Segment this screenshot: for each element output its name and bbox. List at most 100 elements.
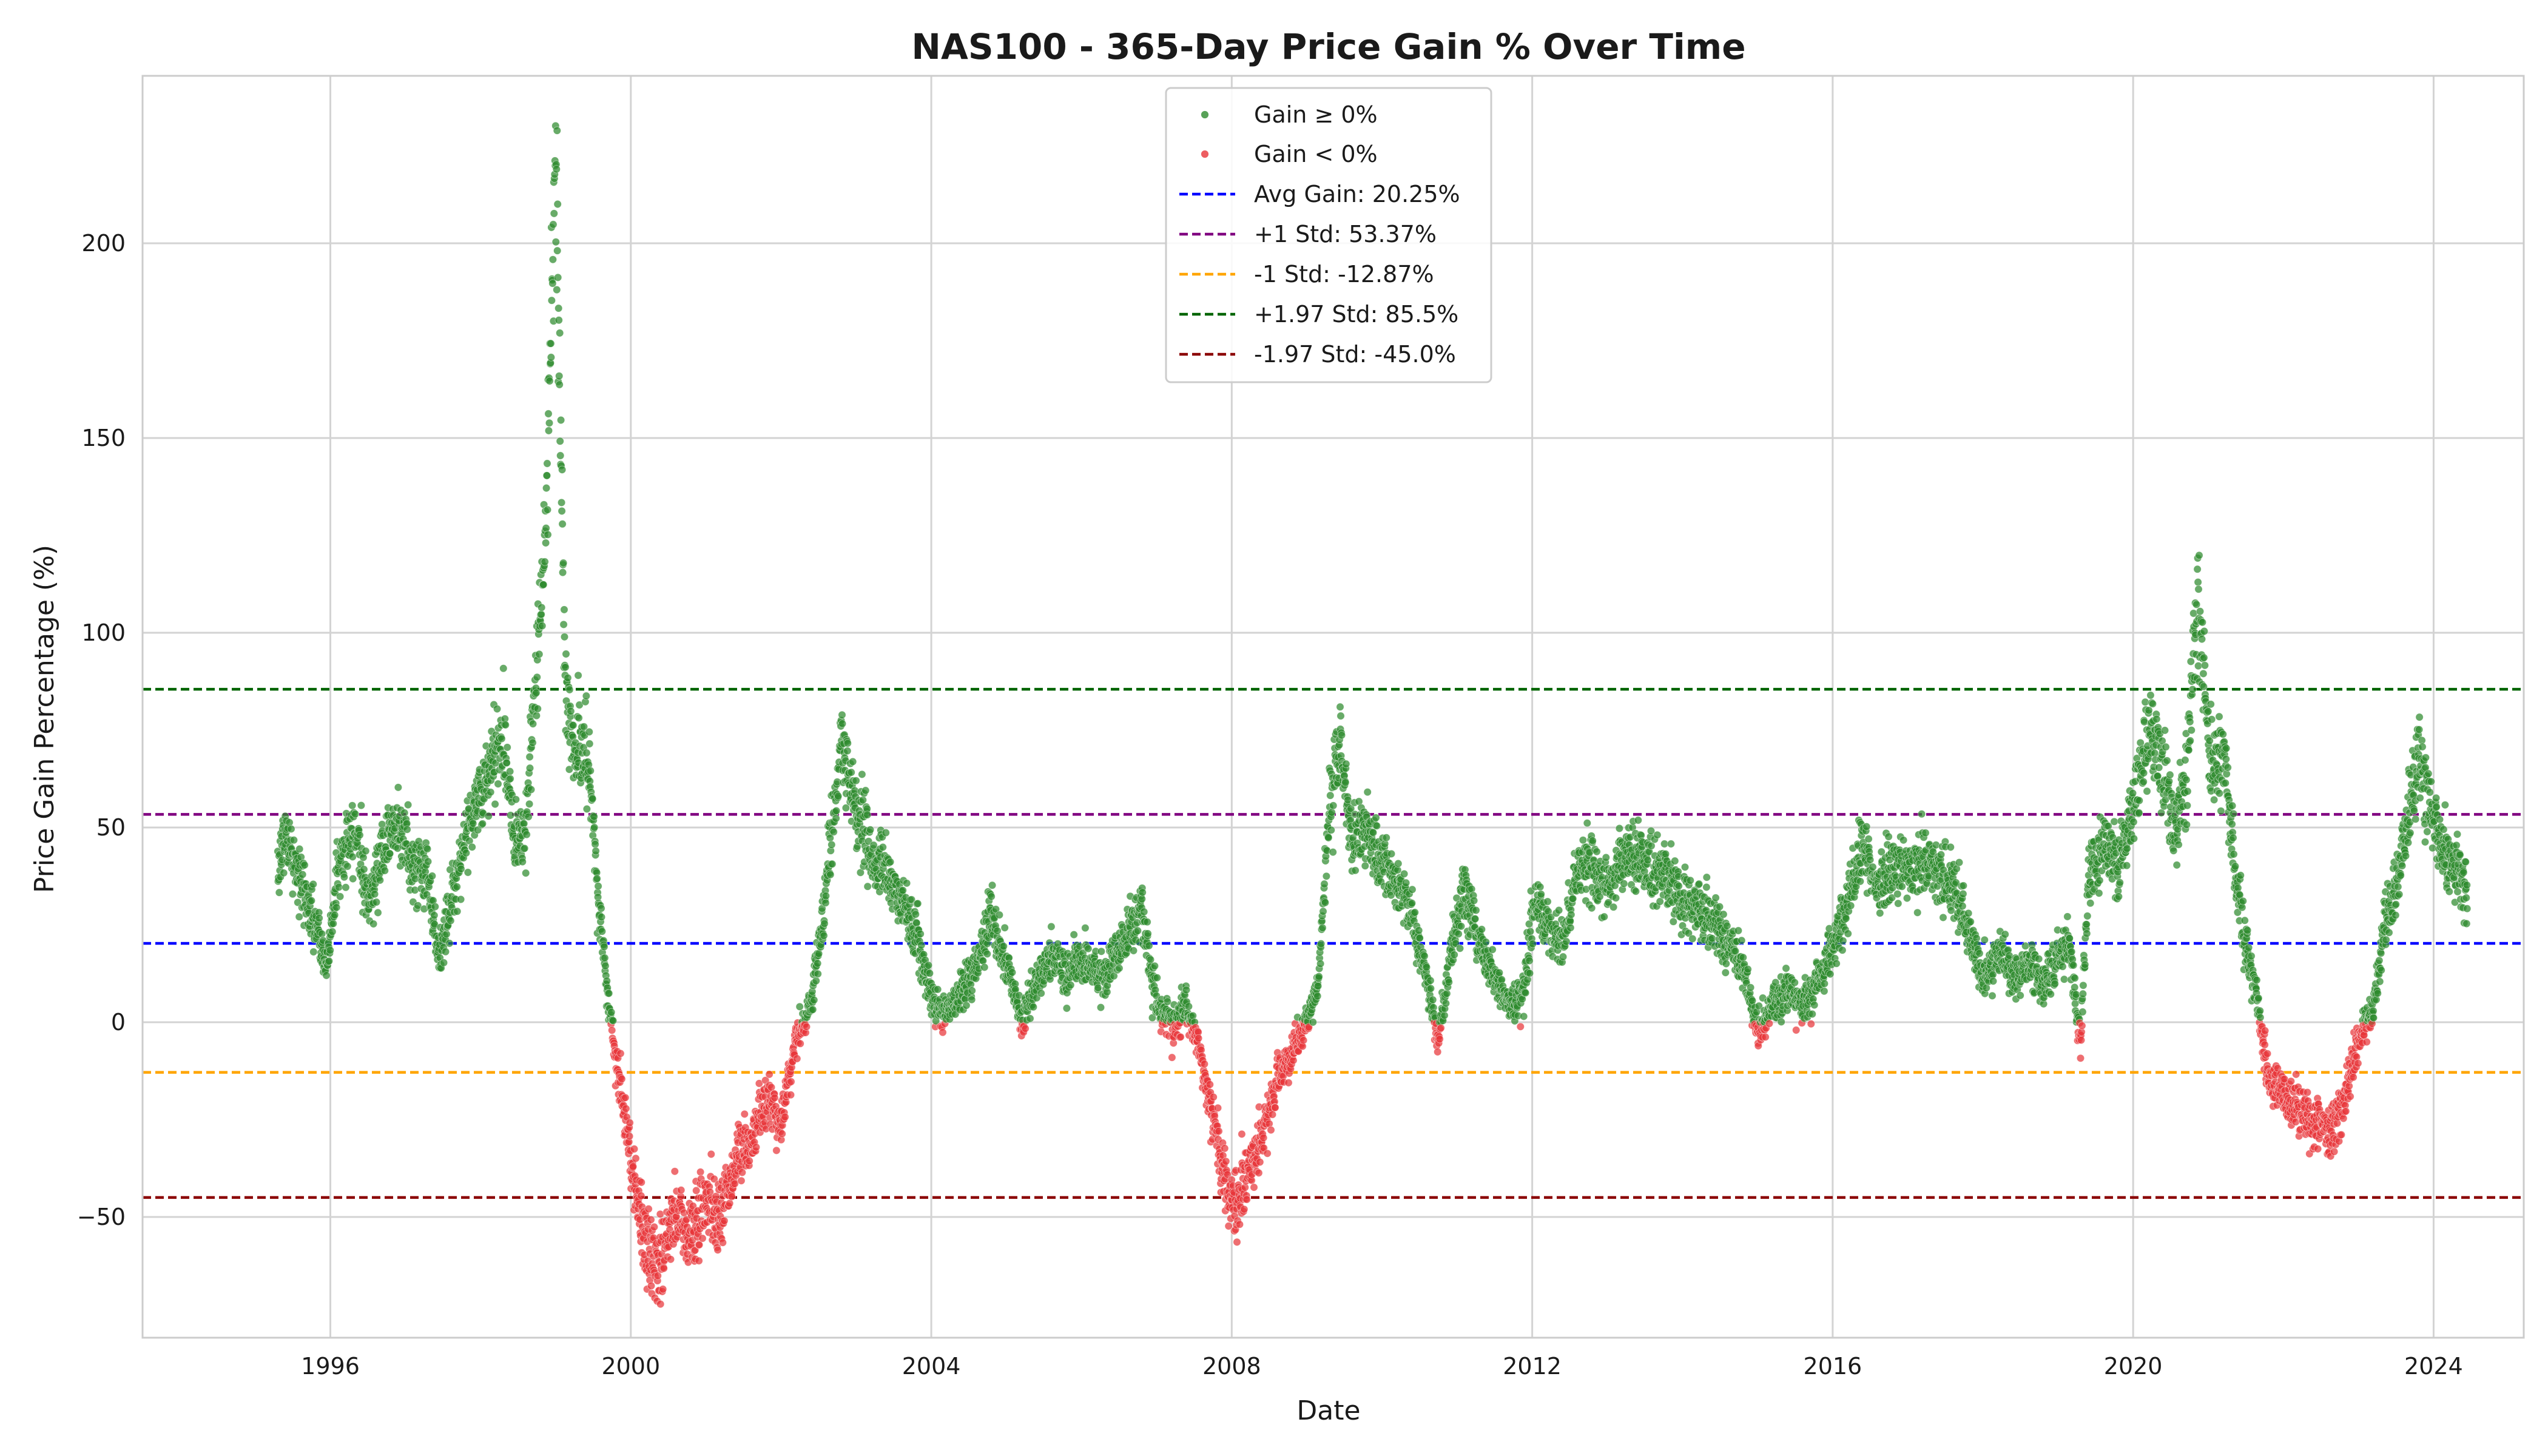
point-gain-positive xyxy=(987,892,996,901)
point-gain-positive xyxy=(834,792,843,800)
point-gain-positive xyxy=(532,712,541,720)
point-gain-positive xyxy=(574,671,582,679)
point-gain-positive xyxy=(828,860,837,868)
point-gain-positive xyxy=(535,650,544,658)
point-gain-positive xyxy=(881,829,890,837)
point-gain-negative xyxy=(1221,1144,1229,1153)
point-gain-positive xyxy=(376,876,384,885)
point-gain-positive xyxy=(528,738,537,747)
point-gain-negative xyxy=(1250,1183,1258,1191)
point-gain-positive xyxy=(1182,986,1191,994)
point-gain-positive xyxy=(1415,926,1423,935)
point-gain-positive xyxy=(1471,915,1480,923)
point-gain-positive xyxy=(597,913,606,922)
point-gain-positive xyxy=(1562,937,1571,946)
point-gain-positive xyxy=(1661,850,1670,858)
point-gain-positive xyxy=(329,919,337,928)
point-gain-positive xyxy=(548,255,557,264)
point-gain-negative xyxy=(802,1022,811,1031)
point-gain-positive xyxy=(1153,974,1161,982)
point-gain-positive xyxy=(1583,819,1591,827)
point-gain-positive xyxy=(934,985,942,994)
point-gain-positive xyxy=(441,948,450,956)
point-gain-positive xyxy=(502,758,511,767)
point-gain-positive xyxy=(1084,945,1093,953)
point-gain-positive xyxy=(1643,856,1652,864)
point-gain-positive xyxy=(447,917,455,925)
point-gain-positive xyxy=(843,739,852,747)
point-gain-positive xyxy=(1711,894,1720,902)
point-gain-negative xyxy=(778,1130,786,1138)
point-gain-positive xyxy=(1525,957,1534,965)
point-gain-positive xyxy=(1702,873,1711,881)
point-gain-positive xyxy=(1316,959,1325,968)
point-gain-positive xyxy=(1096,1003,1105,1012)
point-gain-positive xyxy=(532,689,541,697)
point-gain-positive xyxy=(858,770,866,778)
point-gain-positive xyxy=(484,812,493,820)
point-gain-positive xyxy=(557,416,565,425)
point-gain-positive xyxy=(1543,897,1552,906)
point-gain-positive xyxy=(847,768,855,777)
point-gain-positive xyxy=(1407,899,1416,908)
point-gain-positive xyxy=(591,840,599,849)
point-gain-positive xyxy=(1734,926,1742,935)
point-gain-negative xyxy=(1215,1127,1223,1136)
point-gain-positive xyxy=(356,831,364,840)
point-gain-positive xyxy=(322,971,331,980)
point-gain-positive xyxy=(288,890,297,898)
point-gain-positive xyxy=(553,126,561,135)
point-gain-positive xyxy=(453,907,462,915)
point-gain-positive xyxy=(280,869,288,877)
point-gain-positive xyxy=(369,920,378,928)
point-gain-negative xyxy=(793,1054,801,1063)
point-gain-positive xyxy=(1342,760,1350,768)
point-gain-positive xyxy=(1737,936,1746,945)
point-gain-positive xyxy=(601,954,609,962)
point-gain-positive xyxy=(1097,947,1105,956)
point-gain-positive xyxy=(1145,942,1153,950)
point-gain-positive xyxy=(463,868,472,877)
point-gain-negative xyxy=(618,1074,626,1084)
point-gain-positive xyxy=(597,904,605,912)
point-gain-positive xyxy=(1008,968,1017,977)
point-gain-positive xyxy=(979,957,987,965)
point-gain-negative xyxy=(752,1143,761,1151)
point-gain-negative xyxy=(738,1168,746,1177)
point-gain-positive xyxy=(1588,837,1597,845)
point-gain-positive xyxy=(1029,1003,1037,1011)
point-gain-positive xyxy=(469,819,477,827)
point-gain-positive xyxy=(605,989,613,997)
point-gain-positive xyxy=(503,743,511,752)
point-gain-positive xyxy=(980,963,989,971)
point-gain-positive xyxy=(917,941,926,949)
point-gain-positive xyxy=(968,996,976,1004)
point-gain-positive xyxy=(592,847,600,855)
point-gain-negative xyxy=(659,1264,668,1273)
point-gain-positive xyxy=(1715,903,1724,911)
point-gain-positive xyxy=(1309,1018,1317,1026)
point-gain-positive xyxy=(522,869,530,877)
point-gain-positive xyxy=(1336,712,1345,720)
point-gain-positive xyxy=(457,895,465,904)
point-gain-negative xyxy=(787,1077,795,1086)
point-gain-positive xyxy=(287,824,295,833)
point-gain-positive xyxy=(556,451,565,460)
point-gain-positive xyxy=(298,870,307,879)
point-gain-positive xyxy=(1369,828,1378,837)
point-gain-positive xyxy=(1313,992,1322,1000)
point-gain-positive xyxy=(423,857,433,866)
point-gain-negative xyxy=(632,1154,640,1162)
point-gain-positive xyxy=(328,928,337,936)
point-gain-positive xyxy=(325,957,333,965)
point-gain-positive xyxy=(1129,946,1138,955)
point-gain-negative xyxy=(1213,1104,1222,1112)
point-gain-negative xyxy=(1240,1205,1249,1213)
point-gain-positive xyxy=(924,961,933,969)
point-gain-positive xyxy=(511,795,520,804)
point-gain-negative xyxy=(644,1205,653,1213)
point-gain-negative xyxy=(1255,1168,1263,1177)
point-gain-negative xyxy=(781,1113,789,1121)
point-gain-positive xyxy=(911,910,920,918)
point-gain-positive xyxy=(538,622,547,630)
